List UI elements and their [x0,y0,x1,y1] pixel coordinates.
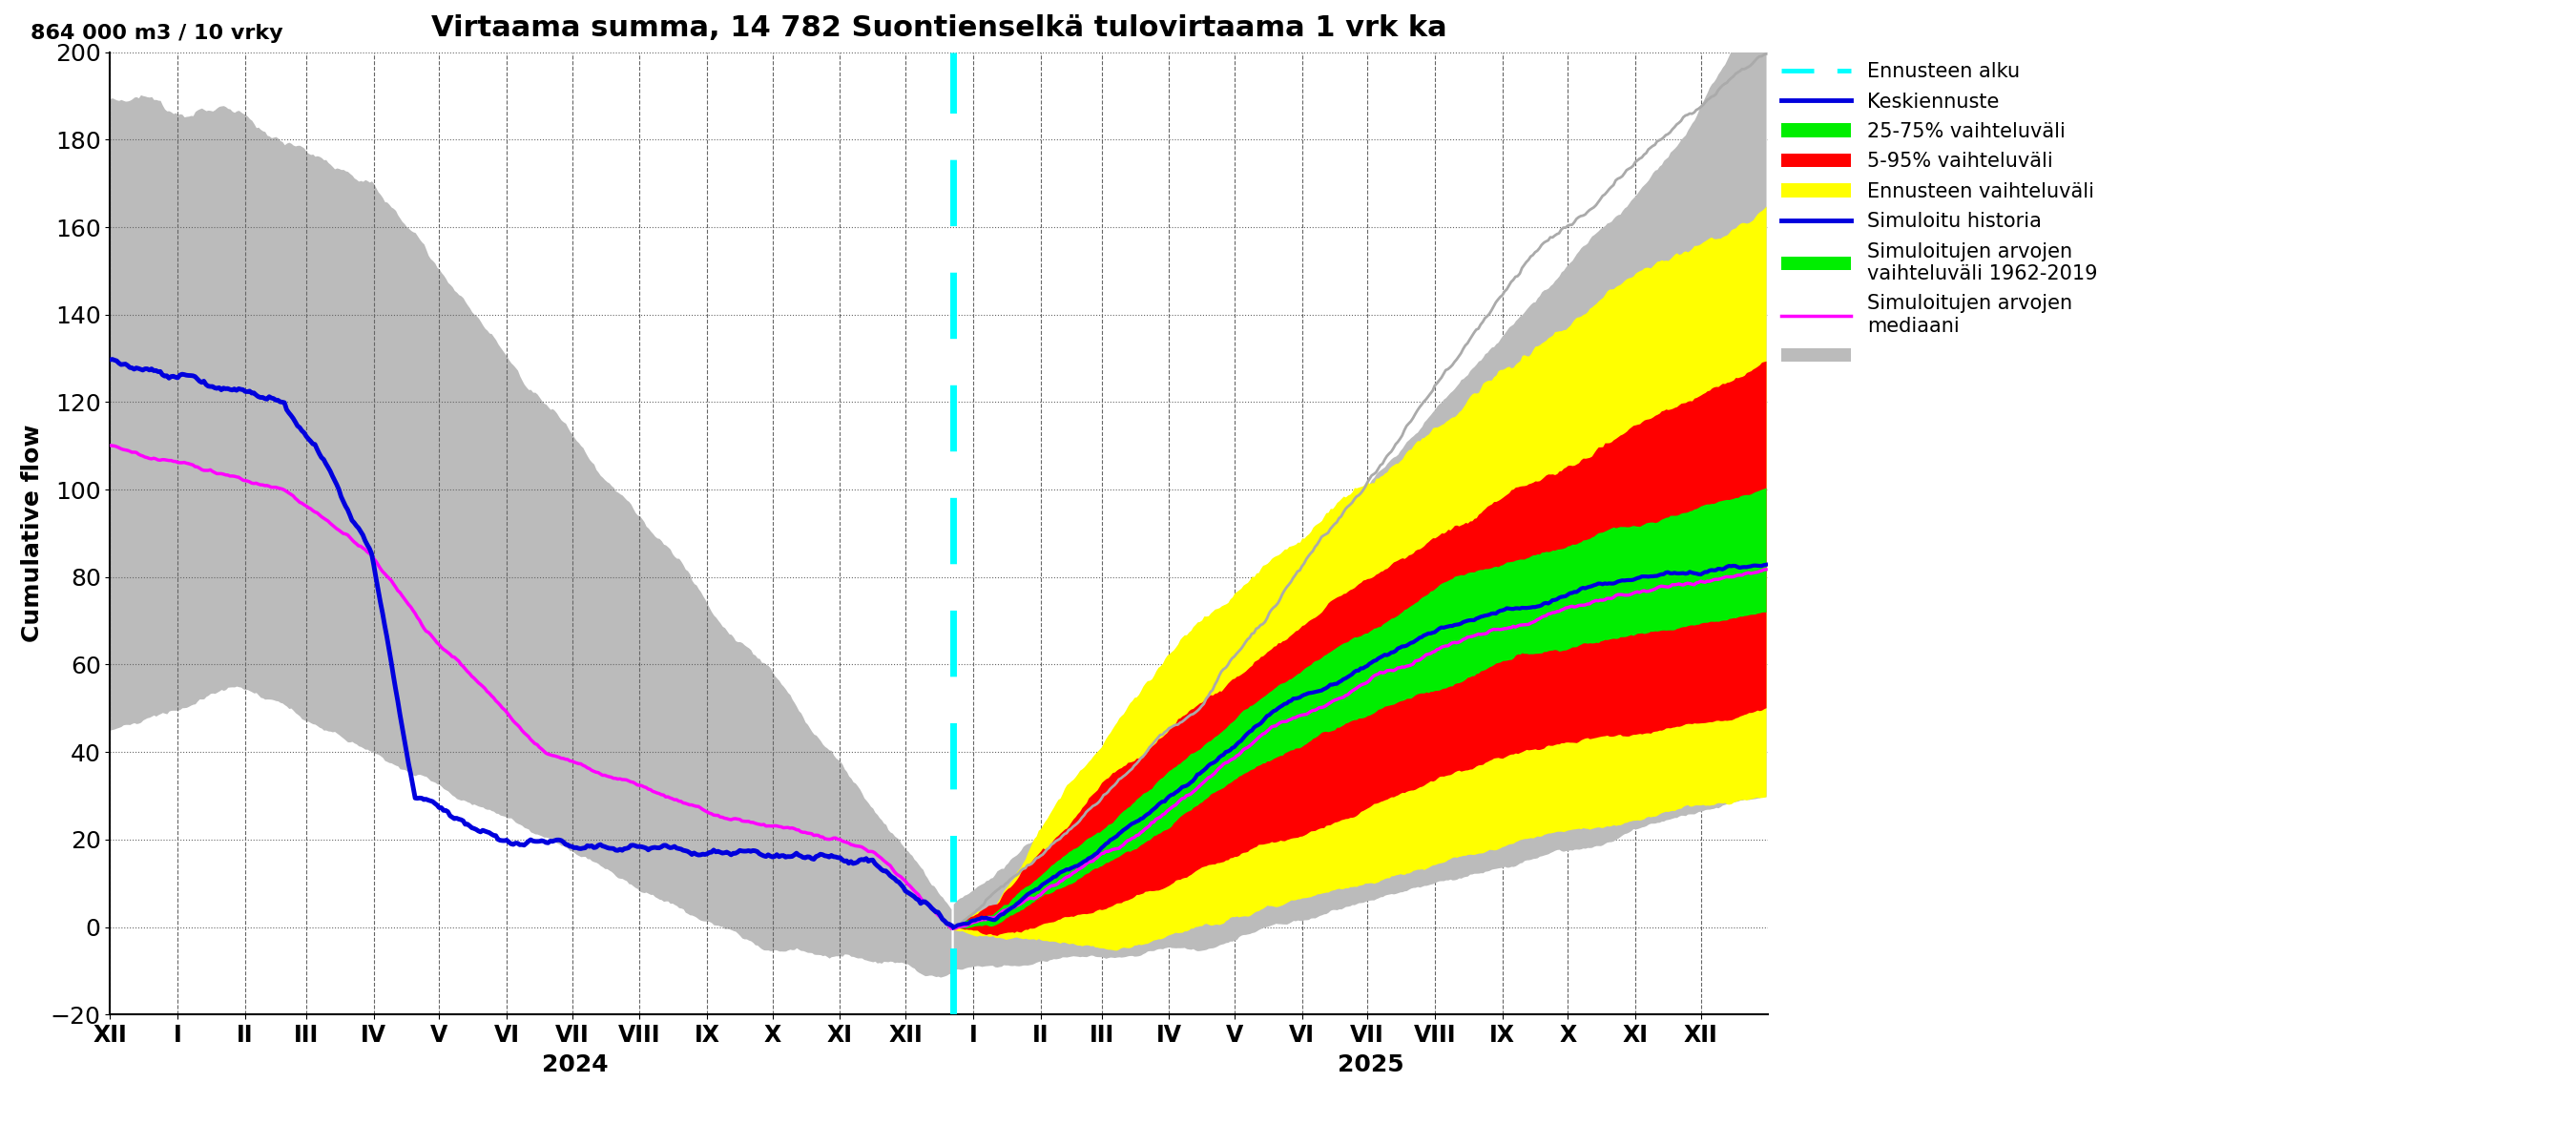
Legend: Ennusteen alku, Keskiennuste, 25-75% vaihteluväli, 5-95% vaihteluväli, Ennusteen: Ennusteen alku, Keskiennuste, 25-75% vai… [1783,62,2097,365]
Y-axis label: Cumulative flow: Cumulative flow [21,425,44,642]
Text: 2024: 2024 [541,1053,608,1076]
Title: Virtaama summa, 14 782 Suontienselkä tulovirtaama 1 vrk ka: Virtaama summa, 14 782 Suontienselkä tul… [430,14,1448,42]
Text: 864 000 m3 / 10 vrky: 864 000 m3 / 10 vrky [31,23,283,42]
Text: 2025: 2025 [1337,1053,1404,1076]
